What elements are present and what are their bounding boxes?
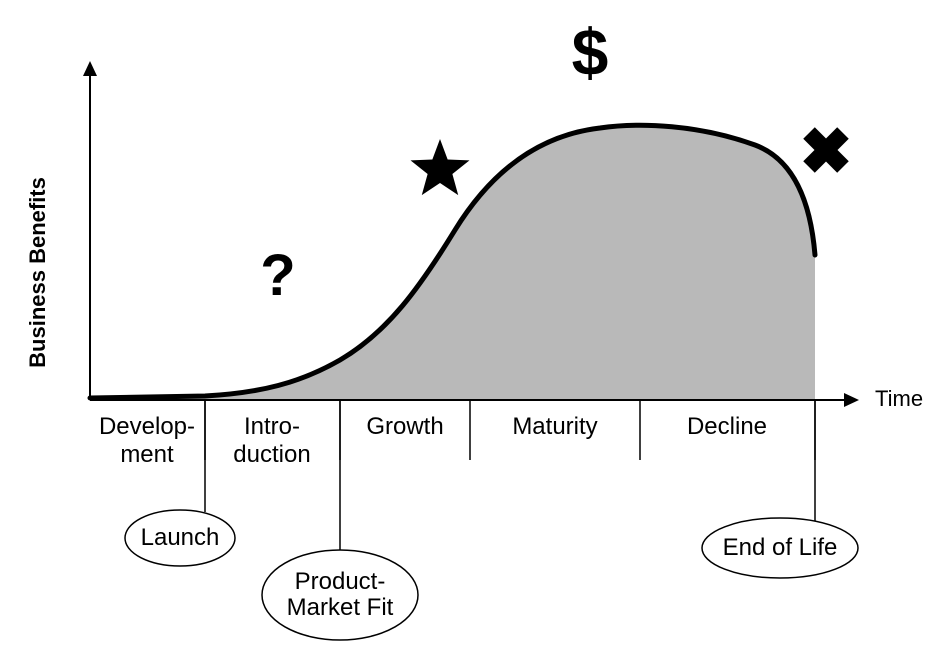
bubble-label: Market Fit — [287, 594, 394, 621]
y-axis-label: Business Benefits — [25, 177, 50, 368]
lifecycle-chart: Develop-ment Intro-duction Growth Maturity D… — [0, 0, 936, 665]
phase-label: Maturity — [512, 413, 597, 440]
x-axis-label: Time — [875, 386, 923, 411]
phase-label: Intro- — [244, 413, 300, 440]
phase-label: Decline — [687, 413, 767, 440]
phase-label: Develop- — [99, 413, 195, 440]
phase-label: ment — [120, 441, 174, 468]
bubble-label: Launch — [141, 524, 220, 551]
dollar-icon: $ — [572, 15, 609, 89]
bubble-label: End of Life — [723, 534, 838, 561]
bubble-label: Product- — [295, 568, 386, 595]
question-icon: ? — [260, 243, 295, 308]
phase-label: Growth — [366, 413, 443, 440]
phase-label: duction — [233, 441, 310, 468]
